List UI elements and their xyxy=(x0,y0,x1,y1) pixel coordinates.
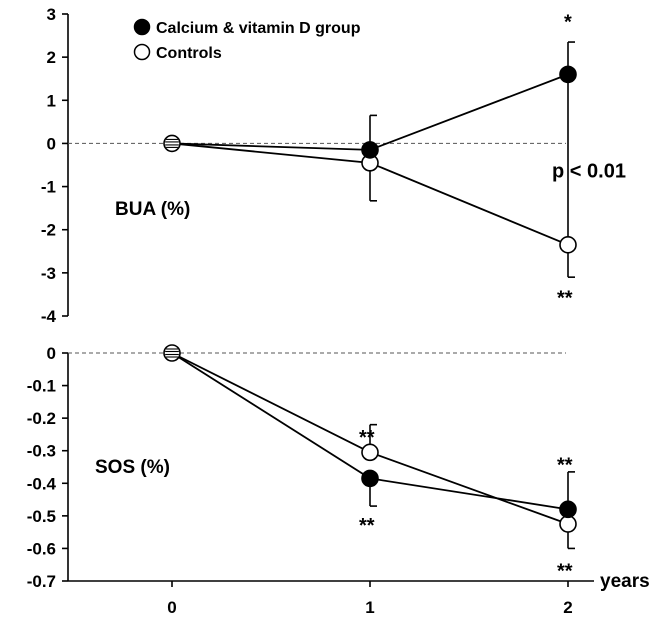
y-tick-label-sos: 0 xyxy=(47,344,56,363)
data-layer xyxy=(163,41,577,550)
annotation-bua: ** xyxy=(557,288,573,310)
y-tick-label-sos: -0.6 xyxy=(27,539,56,558)
annotation-sos: ** xyxy=(557,455,573,477)
legend-label-calcium: Calcium & vitamin D group xyxy=(156,20,361,37)
y-tick-label-sos: -0.7 xyxy=(27,572,56,591)
annotation-sos: ** xyxy=(359,427,375,449)
panel-title-bua: BUA (%) xyxy=(115,199,190,220)
annotation-sos: ** xyxy=(359,515,375,537)
y-tick-label-bua: 2 xyxy=(47,48,56,67)
x-tick-label: 1 xyxy=(365,598,374,617)
axes-layer xyxy=(62,13,594,587)
panel-title-sos: SOS (%) xyxy=(95,457,170,478)
legend-label-controls: Controls xyxy=(156,45,222,62)
marker-sos-calcium xyxy=(361,469,379,488)
marker-bua-calcium xyxy=(559,65,577,84)
marker-sos-controls xyxy=(361,443,379,462)
marker-bua-calcium xyxy=(361,141,379,159)
x-tick-label: 2 xyxy=(563,598,572,617)
y-tick-label-sos: -0.3 xyxy=(27,442,56,461)
y-tick-label-bua: -4 xyxy=(41,307,57,326)
legend-marker-open xyxy=(133,43,151,61)
marker-bua-controls xyxy=(559,236,577,254)
y-tick-label-sos: -0.1 xyxy=(27,377,56,396)
legend-marker-filled xyxy=(133,18,151,36)
y-tick-label-bua: -1 xyxy=(41,178,56,197)
y-tick-label-bua: -2 xyxy=(41,221,56,240)
annotation-bua: p < 0.01 xyxy=(552,160,626,182)
marker-sos-calcium xyxy=(559,500,577,519)
annotation-bua: * xyxy=(564,11,572,33)
y-tick-label-sos: -0.4 xyxy=(27,474,57,493)
y-tick-label-sos: -0.5 xyxy=(27,507,56,526)
y-tick-label-bua: 1 xyxy=(47,91,56,110)
y-tick-label-bua: -3 xyxy=(41,264,56,283)
text-layer: 3 2 1 0 -1 -2 -3 -4 * p < 0.01 ** 0 -0.1 -0.2 -0.3 -0.4… xyxy=(27,5,626,617)
y-tick-label-sos: -0.2 xyxy=(27,409,56,428)
y-tick-label-bua: 0 xyxy=(47,134,56,153)
x-axis-label: years xyxy=(600,571,650,592)
x-tick-label: 0 xyxy=(167,598,176,617)
legend: Calcium & vitamin D group Controls xyxy=(133,18,361,62)
annotation-sos: ** xyxy=(557,561,573,583)
marker-origin-bua xyxy=(163,134,181,153)
marker-origin-sos xyxy=(163,344,181,362)
y-tick-label-bua: 3 xyxy=(47,5,56,24)
marker-sos-controls xyxy=(559,515,577,533)
